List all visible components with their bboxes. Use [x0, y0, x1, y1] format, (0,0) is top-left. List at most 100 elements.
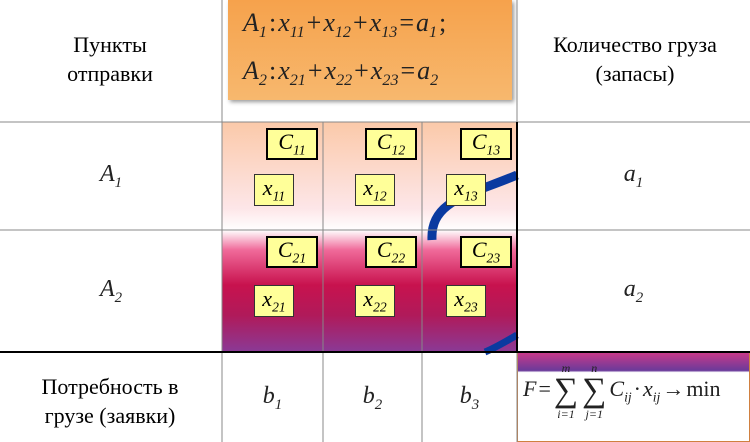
- var-box: x23: [446, 285, 486, 317]
- cost-box: C23: [460, 236, 512, 268]
- token: xij: [643, 376, 660, 405]
- token: x23: [371, 56, 399, 90]
- limit: i=1: [557, 407, 575, 421]
- symbol: ;: [439, 8, 447, 37]
- symbol: C: [471, 237, 487, 263]
- subscript: 12: [391, 142, 406, 158]
- var-box: x11: [254, 174, 294, 206]
- symbol: b: [262, 382, 275, 409]
- footer-label: Потребность в грузе (заявки): [41, 374, 179, 428]
- symbol: C: [471, 129, 487, 155]
- symbol: x: [278, 8, 290, 37]
- symbol: b: [459, 382, 472, 409]
- sum: m ∑ i=1: [554, 362, 578, 420]
- subscript: 22: [391, 250, 406, 266]
- cost-box: C12: [365, 128, 417, 160]
- limit: n: [591, 361, 598, 375]
- token: x12: [363, 175, 386, 204]
- cost-box: C13: [460, 128, 512, 160]
- token: C11: [278, 129, 305, 158]
- token: x22: [363, 286, 386, 315]
- token: a1: [416, 8, 437, 42]
- symbol: +: [307, 56, 323, 85]
- token: Cij: [609, 376, 631, 405]
- subscript: 13: [486, 142, 501, 158]
- demand: b2: [323, 378, 422, 418]
- symbol: =: [399, 8, 414, 37]
- var-box: x21: [254, 285, 294, 317]
- token: A2: [243, 56, 267, 90]
- token: ;: [439, 8, 446, 38]
- token: =: [401, 56, 416, 86]
- var-box: x22: [355, 285, 395, 317]
- subscript: 2: [430, 72, 439, 90]
- token: x21: [278, 56, 306, 90]
- limit: j=1: [585, 407, 603, 421]
- subscript: 21: [292, 250, 307, 266]
- symbol: A: [99, 160, 115, 187]
- symbol: :: [268, 56, 277, 85]
- subscript: ij: [652, 389, 661, 405]
- symbol: +: [352, 8, 368, 37]
- symbol: +: [354, 56, 369, 85]
- subscript: 12: [373, 188, 387, 204]
- symbol: +: [306, 8, 322, 37]
- token: :: [269, 56, 276, 86]
- symbol: C: [278, 129, 294, 155]
- token: +: [354, 56, 369, 86]
- symbol: a: [417, 56, 431, 85]
- symbol: C: [376, 237, 392, 263]
- subscript: 11: [289, 24, 305, 42]
- symbol: ∑: [553, 372, 579, 409]
- token: C23: [472, 237, 500, 266]
- symbol: C: [609, 376, 625, 402]
- cost-box: C22: [365, 236, 417, 268]
- token: x12: [323, 8, 351, 42]
- symbol: =: [538, 376, 551, 402]
- token: min: [686, 376, 720, 402]
- var-box: x12: [355, 174, 395, 206]
- symbol: x: [324, 56, 337, 85]
- supply: a1: [517, 156, 750, 196]
- token: +: [353, 8, 368, 38]
- sum: n ∑ j=1: [582, 362, 606, 420]
- symbol: x: [363, 286, 374, 312]
- var-box: x13: [446, 174, 486, 206]
- symbol: min: [686, 376, 721, 402]
- symbol: x: [642, 376, 653, 402]
- subscript: 1: [114, 174, 123, 191]
- symbol: x: [369, 8, 382, 37]
- symbol: x: [363, 175, 374, 201]
- symbol: x: [454, 286, 465, 312]
- subscript: 22: [373, 299, 387, 315]
- subscript: 21: [272, 299, 286, 315]
- symbol: A: [99, 275, 115, 302]
- token: A1: [100, 159, 122, 193]
- symbol: :: [268, 8, 277, 37]
- symbol: =: [400, 56, 416, 85]
- token: =: [399, 8, 414, 38]
- token: +: [308, 56, 323, 86]
- cost-box: C21: [266, 236, 318, 268]
- token: x22: [325, 56, 353, 90]
- symbol: F: [523, 376, 537, 402]
- subscript: 2: [374, 396, 383, 413]
- symbol: ·: [633, 376, 641, 402]
- token: C22: [377, 237, 405, 266]
- token: →: [662, 376, 684, 402]
- subscript: 1: [635, 174, 644, 191]
- token: x11: [263, 175, 285, 204]
- token: A2: [100, 274, 122, 308]
- subscript: 11: [272, 188, 286, 204]
- token: b1: [263, 381, 282, 415]
- token: a2: [417, 56, 438, 90]
- symbol: a: [623, 275, 636, 302]
- subscript: 3: [471, 396, 480, 413]
- subscript: ij: [624, 389, 632, 405]
- supply: a2: [517, 271, 750, 311]
- subscript: 13: [381, 24, 398, 42]
- symbol: a: [415, 8, 429, 37]
- demand: b3: [422, 378, 517, 418]
- token: A1: [243, 8, 267, 42]
- subscript: 23: [464, 299, 478, 315]
